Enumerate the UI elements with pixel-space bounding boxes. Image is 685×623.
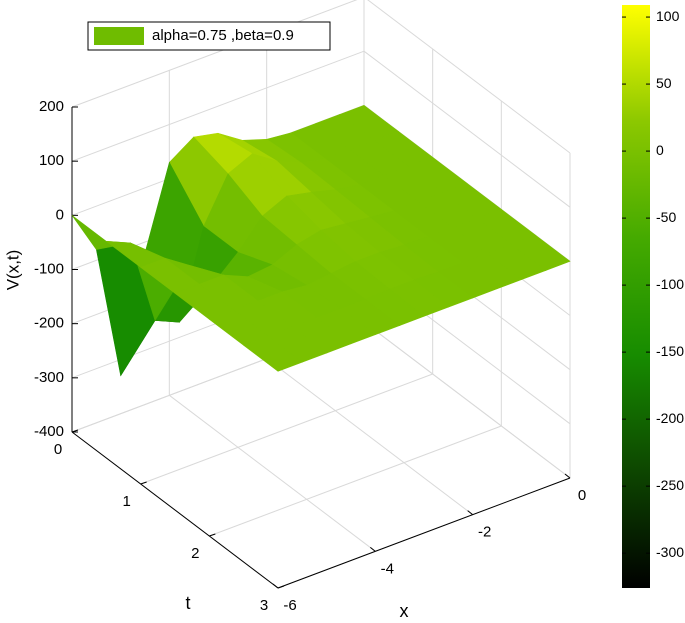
- z-tick-label: 100: [39, 152, 64, 169]
- x-axis-label: x: [400, 601, 409, 621]
- colorbar-tick-label: -100: [656, 276, 684, 292]
- legend-label: alpha=0.75 ,beta=0.9: [152, 27, 294, 44]
- z-axis-label: V(x,t): [3, 250, 22, 291]
- surface: [71, 104, 571, 377]
- x-tick-label: -6: [283, 597, 296, 614]
- t-tick-label: 2: [191, 545, 199, 562]
- z-tick-label: 0: [56, 206, 64, 223]
- t-tick: [277, 585, 285, 589]
- colorbar-tick-label: -150: [656, 343, 684, 359]
- x-tick: [467, 510, 473, 516]
- grid-line: [363, 321, 571, 479]
- t-tick: [71, 429, 79, 433]
- grid-line: [71, 0, 358, 108]
- axis-line: [277, 477, 571, 589]
- t-tick-label: 3: [260, 597, 268, 614]
- colorbar-tick-label: 100: [656, 8, 680, 24]
- grid-line: [367, 0, 571, 154]
- legend-box: [87, 21, 331, 51]
- z-tick-label: -400: [34, 423, 64, 440]
- t-tick-label: 0: [54, 441, 62, 458]
- colorbar-tick-label: -250: [656, 477, 684, 493]
- grid-line: [71, 50, 365, 162]
- x-tick: [564, 473, 571, 479]
- grid-line: [209, 425, 502, 537]
- t-tick: [140, 481, 147, 485]
- axis-line: [71, 431, 279, 589]
- z-tick-label: 200: [39, 98, 64, 115]
- z-tick-label: -300: [34, 369, 64, 386]
- colorbar: [622, 5, 650, 588]
- x-tick-label: -2: [478, 524, 491, 541]
- t-tick: [209, 533, 216, 537]
- grid-line: [363, 50, 571, 208]
- grid-line: [140, 373, 433, 485]
- surface-patch: [243, 335, 303, 372]
- x-tick: [370, 546, 376, 552]
- x-tick: [272, 583, 279, 589]
- colorbar-tick-label: -300: [656, 544, 684, 560]
- x-tick-label: 0: [578, 487, 586, 504]
- z-tick-label: -200: [34, 315, 64, 332]
- colorbar-tick-label: 0: [656, 142, 664, 158]
- grid-line: [169, 394, 376, 552]
- legend-swatch: [94, 27, 144, 45]
- x-tick-label: -4: [381, 560, 394, 577]
- colorbar-tick-label: -50: [656, 209, 676, 225]
- t-axis-label: t: [185, 593, 190, 613]
- colorbar-tick-label: 50: [656, 75, 672, 91]
- t-tick-label: 1: [122, 493, 130, 510]
- z-tick-label: -100: [34, 260, 64, 277]
- grid-line: [266, 358, 473, 516]
- colorbar-tick-label: -200: [656, 410, 684, 426]
